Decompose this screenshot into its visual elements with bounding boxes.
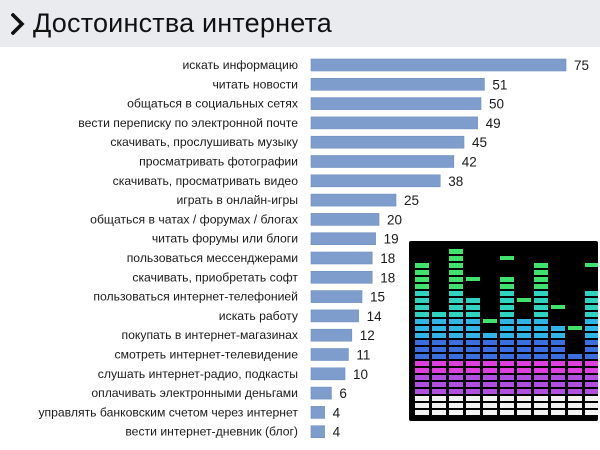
bar [310, 232, 376, 245]
bar [310, 367, 346, 381]
category-label: скачивать, просматривать видео [113, 174, 299, 188]
data-label: 19 [384, 232, 399, 247]
category-label: покупать в интернет-магазинах [122, 328, 299, 342]
category-label: пользоваться интернет-телефонией [93, 290, 298, 304]
category-label: управлять банковским счетом через интерн… [38, 405, 298, 419]
bar [310, 425, 325, 439]
category-label: смотреть интернет-телевидение [114, 348, 298, 362]
category-label: оплачивать электронными деньгами [91, 386, 298, 400]
category-label: общаться в чатах / форумах / блогах [90, 212, 298, 226]
bar [310, 213, 380, 226]
data-label: 20 [387, 212, 402, 227]
data-label: 38 [448, 174, 463, 189]
data-label: 18 [380, 270, 395, 285]
bar [310, 135, 465, 149]
bar [310, 174, 441, 188]
bar [310, 251, 373, 265]
category-label: общаться в социальных сетях [127, 97, 298, 111]
category-label: искать работу [219, 309, 299, 323]
category-label: искать информацию [182, 58, 298, 72]
data-label: 14 [367, 309, 383, 324]
data-label: 4 [333, 405, 341, 420]
bar [310, 348, 349, 361]
bar [310, 97, 482, 110]
bar [310, 77, 485, 91]
bar [310, 271, 373, 284]
data-label: 75 [574, 58, 589, 73]
bar [310, 309, 359, 323]
bar [310, 290, 363, 303]
data-label: 15 [370, 290, 385, 305]
data-label: 10 [353, 367, 368, 382]
data-label: 6 [339, 386, 347, 401]
equalizer-image-icon [409, 241, 599, 421]
category-label: вести интернет-дневник (блог) [125, 425, 298, 439]
bar [310, 406, 325, 419]
bar [310, 155, 455, 168]
data-label: 11 [356, 348, 370, 363]
category-label: скачивать, прослушивать музыку [110, 135, 299, 149]
bar [310, 386, 332, 400]
data-label: 50 [489, 97, 504, 112]
data-label: 4 [333, 425, 341, 440]
data-label: 12 [360, 328, 375, 343]
title-bar: Достоинства интернета [0, 0, 600, 47]
category-label: читать форумы или блоги [152, 232, 298, 246]
chevron-right-icon [9, 11, 27, 37]
category-label: просматривать фотографии [139, 155, 298, 169]
page-title: Достоинства интернета [33, 8, 332, 38]
bar [310, 193, 397, 207]
bar-chart: искать информацию 75 читать новости 51 общат… [38, 58, 589, 440]
bar [310, 116, 478, 130]
category-label: вести переписку по электронной почте [78, 116, 298, 130]
data-label: 45 [472, 135, 487, 150]
data-label: 42 [462, 155, 477, 170]
category-label: читать новости [212, 77, 298, 91]
bar [310, 58, 567, 72]
category-label: слушать интернет-радио, подкасты [98, 367, 298, 381]
data-label: 18 [380, 251, 395, 266]
data-label: 51 [492, 77, 507, 92]
data-label: 25 [404, 193, 419, 208]
data-label: 49 [486, 116, 501, 131]
bar [310, 328, 353, 342]
category-label: скачивать, приобретать софт [132, 270, 298, 284]
category-label: играть в онлайн-игры [176, 193, 298, 207]
category-label: пользоваться мессенджерами [127, 251, 298, 265]
